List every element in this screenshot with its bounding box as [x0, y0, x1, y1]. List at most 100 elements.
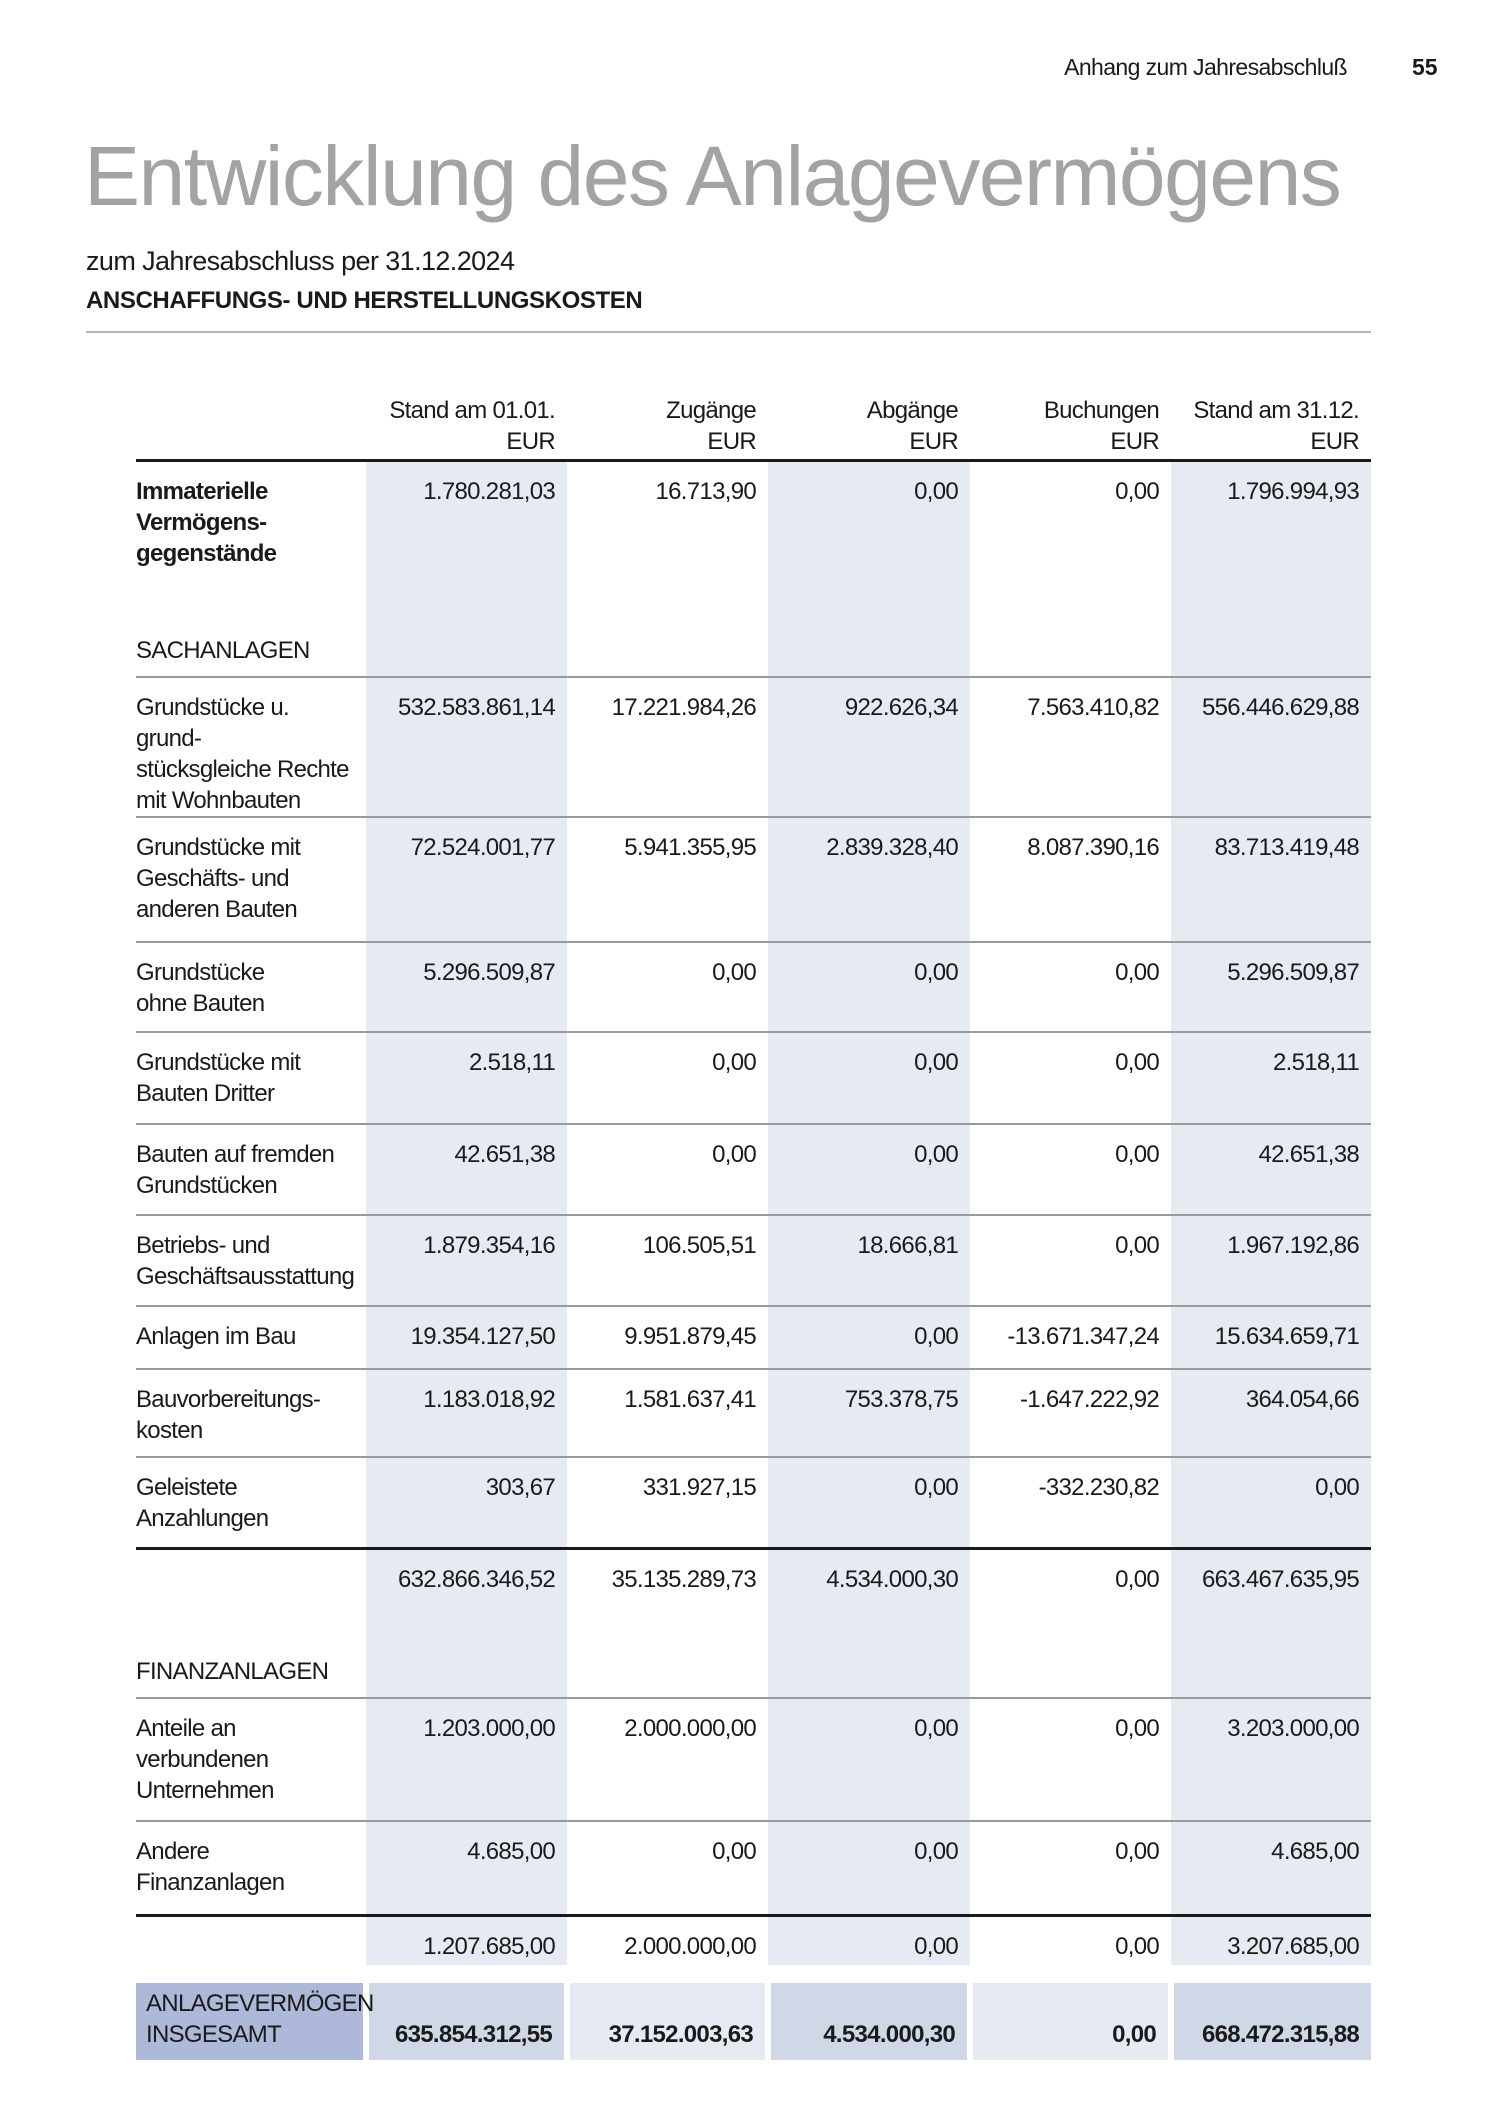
total-value: 0,00 — [967, 1964, 1171, 2060]
header-row: Stand am 01.01. EUR Zugänge EUR Abgänge EUR Bu… — [136, 370, 1371, 461]
value-cell: 1.207.685,00 — [366, 1914, 567, 1974]
value-cell: 556.446.629,88 — [1171, 675, 1371, 817]
column-header: Stand am 31.12. EUR — [1193, 397, 1359, 455]
table-row: Grundstücke mit Bauten Dritter 2.518,11 0,0… — [136, 1030, 1371, 1124]
value-cell: 0,00 — [970, 1547, 1171, 1644]
value-cell: 18.666,81 — [768, 1213, 970, 1306]
value-cell — [1171, 603, 1371, 677]
table-row: Immaterielle Vermögens-gegenstände 1.780.2… — [136, 459, 1371, 604]
value-cell — [366, 1643, 567, 1698]
value-cell: 1.581.637,41 — [567, 1367, 768, 1457]
section-row: SACHANLAGEN — [136, 603, 1371, 677]
value-cell: -332.230,82 — [970, 1455, 1171, 1549]
column-header: Abgänge EUR — [866, 397, 959, 455]
value-cell — [970, 604, 1171, 677]
value-cell: 35.135.289,73 — [567, 1547, 768, 1644]
table-row: Bauten auf fremden Grundstücken 42.651,38 0… — [136, 1122, 1371, 1215]
table-row: 1.207.685,00 2.000.000,00 0,00 0,00 3.207.68… — [136, 1914, 1371, 1974]
table-row: Bauvorbereitungs-kosten 1.183.018,92 1.581… — [136, 1367, 1371, 1457]
value-cell: 331.927,15 — [567, 1455, 768, 1549]
section-row: FINANZANLAGEN — [136, 1643, 1371, 1698]
row-label: Anteile an verbundenen Unternehmen — [136, 1696, 366, 1821]
total-row: ANLAGEVERMÖGEN INSGESAMT 635.854.312,55 37.… — [136, 1964, 1371, 2060]
page-number: 55 — [1412, 54, 1438, 80]
row-label: Geleistete Anzahlungen — [136, 1455, 366, 1549]
value-cell: 106.505,51 — [567, 1213, 768, 1306]
column-header: Buchungen EUR — [1043, 397, 1160, 455]
value-cell: 5.296.509,87 — [1171, 940, 1371, 1032]
table-row: Anteile an verbundenen Unternehmen 1.203.00… — [136, 1696, 1371, 1821]
value-cell: 0,00 — [970, 1213, 1171, 1306]
value-cell: 72.524.001,77 — [366, 815, 567, 942]
table-row: Betriebs- und Geschäftsausstattung 1.879.3… — [136, 1213, 1371, 1306]
value-cell: 8.087.390,16 — [970, 815, 1171, 942]
value-cell: 15.634.659,71 — [1171, 1304, 1371, 1369]
value-cell: 17.221.984,26 — [567, 675, 768, 817]
value-cell: 0,00 — [768, 1914, 970, 1974]
value-cell: 2.839.328,40 — [768, 815, 970, 942]
divider — [86, 331, 1371, 333]
value-cell: 0,00 — [768, 459, 970, 604]
section-label: SACHANLAGEN — [136, 636, 310, 664]
value-cell: 9.951.879,45 — [567, 1304, 768, 1369]
row-label: Bauten auf fremden Grundstücken — [136, 1122, 366, 1215]
row-label: Bauvorbereitungs-kosten — [136, 1367, 366, 1457]
column-header: Stand am 01.01. EUR — [389, 397, 555, 455]
value-cell: 0,00 — [567, 940, 768, 1032]
row-label: Immaterielle Vermögens-gegenstände — [136, 459, 366, 604]
value-cell: 1.967.192,86 — [1171, 1213, 1371, 1306]
value-cell — [567, 604, 768, 677]
value-cell — [970, 1644, 1171, 1698]
value-cell: 0,00 — [567, 1819, 768, 1916]
section-heading: ANSCHAFFUNGS- UND HERSTELLUNGSKOSTEN — [86, 287, 643, 314]
total-value: 37.152.003,63 — [564, 1964, 768, 2060]
value-cell: 0,00 — [970, 1122, 1171, 1215]
value-cell: 16.713,90 — [567, 459, 768, 604]
row-label — [136, 1914, 366, 1974]
value-cell: 4.534.000,30 — [768, 1547, 970, 1644]
row-label: Grundstücke mit Geschäfts- und anderen Bau… — [136, 815, 366, 942]
value-cell: 1.780.281,03 — [366, 459, 567, 604]
value-cell: 0,00 — [768, 1819, 970, 1916]
value-cell: 1.183.018,92 — [366, 1367, 567, 1457]
table-row: Andere Finanzanlagen 4.685,00 0,00 0,00 0,00 4… — [136, 1819, 1371, 1916]
value-cell: 2.518,11 — [366, 1030, 567, 1124]
total-label: ANLAGEVERMÖGEN INSGESAMT — [136, 1964, 374, 2060]
value-cell: 42.651,38 — [1171, 1122, 1371, 1215]
value-cell: 0,00 — [768, 940, 970, 1032]
value-cell: 2.518,11 — [1171, 1030, 1371, 1124]
value-cell: 4.685,00 — [366, 1819, 567, 1916]
value-cell: 632.866.346,52 — [366, 1547, 567, 1644]
table-row: Grundstücke u. grund-stücksgleiche Recht… — [136, 675, 1371, 817]
total-value: 635.854.312,55 — [363, 1964, 567, 2060]
row-label: Grundstücke u. grund-stücksgleiche Recht… — [136, 675, 366, 817]
value-cell — [768, 603, 970, 677]
value-cell: 0,00 — [970, 1914, 1171, 1974]
value-cell: 0,00 — [768, 1455, 970, 1549]
value-cell: 0,00 — [1171, 1455, 1371, 1549]
page-title: Entwicklung des Anlagevermögens — [84, 129, 1342, 223]
row-label: Betriebs- und Geschäftsausstattung — [136, 1213, 366, 1306]
row-label: Grundstücke ohne Bauten — [136, 940, 366, 1032]
row-label: Andere Finanzanlagen — [136, 1819, 366, 1916]
value-cell: 1.796.994,93 — [1171, 459, 1371, 604]
value-cell: 753.378,75 — [768, 1367, 970, 1457]
value-cell: 5.296.509,87 — [366, 940, 567, 1032]
value-cell: 1.879.354,16 — [366, 1213, 567, 1306]
table-row: Grundstücke ohne Bauten 5.296.509,87 0,00 0,… — [136, 940, 1371, 1032]
table-row: Anlagen im Bau 19.354.127,50 9.951.879,45 0… — [136, 1304, 1371, 1369]
value-cell: 532.583.861,14 — [366, 675, 567, 817]
value-cell: 0,00 — [768, 1030, 970, 1124]
section-label: FINANZANLAGEN — [136, 1657, 329, 1685]
table-row: Geleistete Anzahlungen 303,67 331.927,15 0,0… — [136, 1455, 1371, 1549]
value-cell: 303,67 — [366, 1455, 567, 1549]
value-cell: 0,00 — [567, 1122, 768, 1215]
value-cell: 0,00 — [970, 459, 1171, 604]
value-cell: 5.941.355,95 — [567, 815, 768, 942]
value-cell: 7.563.410,82 — [970, 675, 1171, 817]
value-cell: 0,00 — [768, 1696, 970, 1821]
value-cell: 0,00 — [970, 1696, 1171, 1821]
running-header: Anhang zum Jahresabschluß — [1064, 54, 1347, 80]
value-cell: -1.647.222,92 — [970, 1367, 1171, 1457]
value-cell — [366, 603, 567, 677]
